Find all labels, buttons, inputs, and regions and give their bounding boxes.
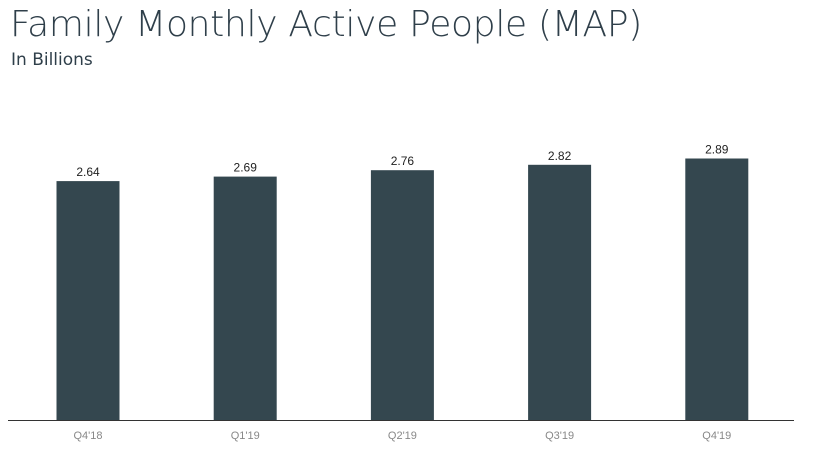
bar-value-label: 2.76 xyxy=(391,154,415,168)
bar-value-label: 2.82 xyxy=(548,149,572,163)
bar-value-label: 2.89 xyxy=(705,143,729,157)
chart-title: Family Monthly Active People (MAP) xyxy=(10,4,642,45)
chart-subtitle: In Billions xyxy=(11,50,93,70)
bar-q4-19 xyxy=(685,158,749,420)
x-tick-label: Q2'19 xyxy=(388,430,417,442)
bar-q4-18 xyxy=(56,181,120,420)
bar-q1-19 xyxy=(213,176,277,420)
bar-q3-19 xyxy=(528,164,592,420)
x-tick-label: Q1'19 xyxy=(231,430,260,442)
bar-value-label: 2.69 xyxy=(234,161,258,175)
x-tick-label: Q3'19 xyxy=(545,430,574,442)
x-tick-label: Q4'19 xyxy=(702,430,731,442)
bar-value-label: 2.64 xyxy=(76,165,100,179)
x-tick-label: Q4'18 xyxy=(73,430,102,442)
bar-q2-19 xyxy=(370,170,434,420)
